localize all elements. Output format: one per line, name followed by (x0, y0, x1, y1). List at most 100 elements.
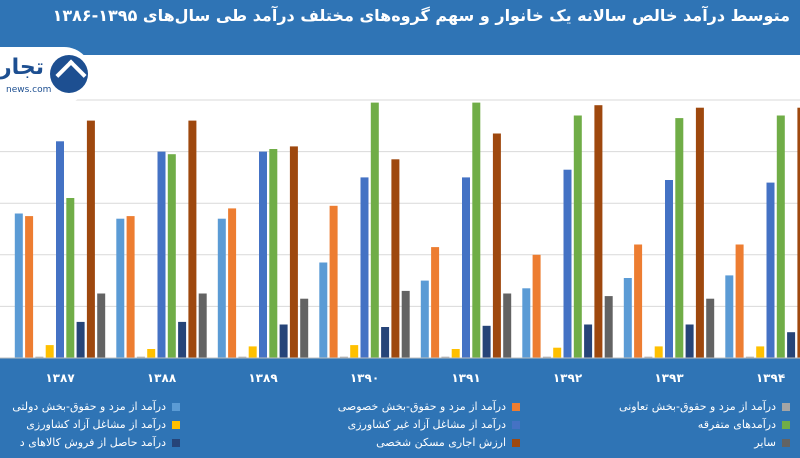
bar-5-8 (604, 296, 613, 358)
bar-3-0 (319, 262, 328, 358)
bar-4-4 (462, 177, 470, 358)
bar-2-0 (217, 218, 226, 358)
bar-3-2 (339, 356, 348, 358)
bar-5-2 (542, 356, 551, 358)
bar-2-1 (228, 208, 237, 358)
bar-7-3 (756, 346, 765, 358)
brand-logo: تجارت news.com (0, 47, 92, 103)
bar-5-5 (573, 115, 582, 358)
legend-item: درآمد از مشاغل آزاد غیر کشاورزی (348, 418, 520, 431)
legend-swatch (782, 403, 790, 411)
bar-0-3 (45, 345, 54, 358)
bar-1-2 (136, 356, 145, 358)
bar-6-0 (623, 278, 632, 358)
bar-0-8 (97, 293, 106, 358)
bar-6-3 (654, 346, 663, 358)
bar-3-1 (329, 205, 338, 358)
legend-label: درآمد حاصل از فروش کالاهای د (19, 436, 166, 449)
bar-2-2 (238, 356, 247, 358)
legend-item: سایر (754, 436, 790, 449)
legend-item: درآمدهای متفرقه (698, 418, 790, 431)
x-tick-label: ۱۳۹۴ (756, 371, 785, 385)
legend-swatch (782, 439, 790, 447)
bar-7-2 (745, 356, 754, 358)
legend-item: درآمد از مزد و حقوق-بخش دولتی (12, 400, 180, 413)
bar-4-2 (441, 356, 450, 358)
legend-swatch (172, 421, 180, 429)
legend-swatch (512, 421, 520, 429)
chart-legend: درآمد از مزد و حقوق-بخش تعاونی درآمد از م… (0, 393, 800, 458)
bar-0-6 (76, 321, 85, 358)
legend-label: درآمد از مزد و حقوق-بخش خصوصی (337, 400, 506, 413)
legend-swatch (172, 439, 180, 447)
bar-4-0 (420, 280, 429, 358)
bar-3-7 (391, 159, 400, 358)
legend-label: درآمد از مشاغل آزاد غیر کشاورزی (347, 418, 506, 431)
bar-2-6 (279, 324, 288, 358)
x-tick-label: ۱۳۸۹ (248, 371, 278, 385)
bar-6-7 (695, 107, 704, 358)
bar-6-4 (665, 180, 673, 358)
bar-7-7 (797, 107, 800, 358)
legend-item: درآمد حاصل از فروش کالاهای د (20, 436, 180, 449)
chart-title: متوسط درآمد خالص سالانه یک خانوار و سهم … (52, 6, 790, 25)
bar-7-1 (735, 244, 744, 358)
bar-1-3 (147, 349, 156, 358)
legend-swatch (512, 403, 520, 411)
x-tick-label: ۱۳۹۳ (654, 371, 684, 385)
legend-label: درآمدهای متفرقه (697, 418, 776, 431)
bar-2-5 (269, 149, 278, 358)
bar-6-1 (634, 244, 643, 358)
x-tick-label: ۱۳۸۸ (147, 371, 177, 385)
bar-0-0 (14, 213, 23, 358)
bar-0-7 (86, 120, 95, 358)
bar-0-4 (56, 141, 64, 358)
x-tick-label: ۱۳۹۲ (553, 371, 583, 385)
bar-3-8 (401, 290, 410, 358)
bar-2-3 (248, 346, 257, 358)
bar-1-0 (116, 218, 125, 358)
x-tick-label: ۱۳۹۱ (451, 371, 480, 385)
bar-5-6 (584, 324, 593, 358)
x-tick-label: ۱۳۸۷ (45, 371, 75, 385)
legend-item: درآمد از مشاغل آزاد کشاورزی (26, 418, 180, 431)
bar-3-3 (350, 345, 359, 358)
bar-0-2 (35, 356, 44, 358)
bar-6-5 (675, 118, 684, 358)
bar-3-5 (370, 102, 379, 358)
logo-arrow-icon (50, 55, 88, 93)
bar-6-2 (644, 356, 653, 358)
bar-4-8 (503, 293, 512, 358)
bar-4-3 (451, 349, 460, 358)
bar-3-4 (360, 177, 369, 358)
bar-0-5 (66, 198, 75, 358)
x-tick-label: ۱۳۹۰ (350, 371, 379, 385)
legend-label: سایر (754, 436, 776, 449)
bar-5-3 (553, 347, 562, 358)
bar-4-6 (482, 325, 491, 359)
bar-7-6 (787, 332, 796, 358)
bar-2-7 (289, 146, 298, 358)
bar-2-8 (300, 298, 309, 358)
bar-4-5 (472, 102, 481, 358)
bar-5-0 (522, 288, 531, 358)
logo-text: تجارت (0, 55, 44, 80)
bar-1-5 (167, 154, 176, 358)
legend-swatch (172, 403, 180, 411)
bar-1-4 (157, 151, 166, 358)
bar-4-7 (492, 133, 501, 358)
legend-item: درآمد از مزد و حقوق-بخش تعاونی (619, 400, 790, 413)
bar-1-8 (198, 293, 207, 358)
bar-6-6 (685, 324, 694, 358)
bar-0-1 (25, 216, 34, 358)
bar-6-8 (706, 298, 715, 358)
bar-7-0 (725, 275, 734, 358)
legend-label: درآمد از مشاغل آزاد کشاورزی (26, 418, 166, 431)
bar-1-6 (178, 321, 187, 358)
legend-label: درآمد از مزد و حقوق-بخش دولتی (12, 400, 166, 413)
bar-1-1 (126, 216, 135, 358)
legend-label: درآمد از مزد و حقوق-بخش تعاونی (619, 400, 776, 413)
bar-2-4 (259, 151, 267, 358)
bar-7-4 (766, 182, 775, 358)
